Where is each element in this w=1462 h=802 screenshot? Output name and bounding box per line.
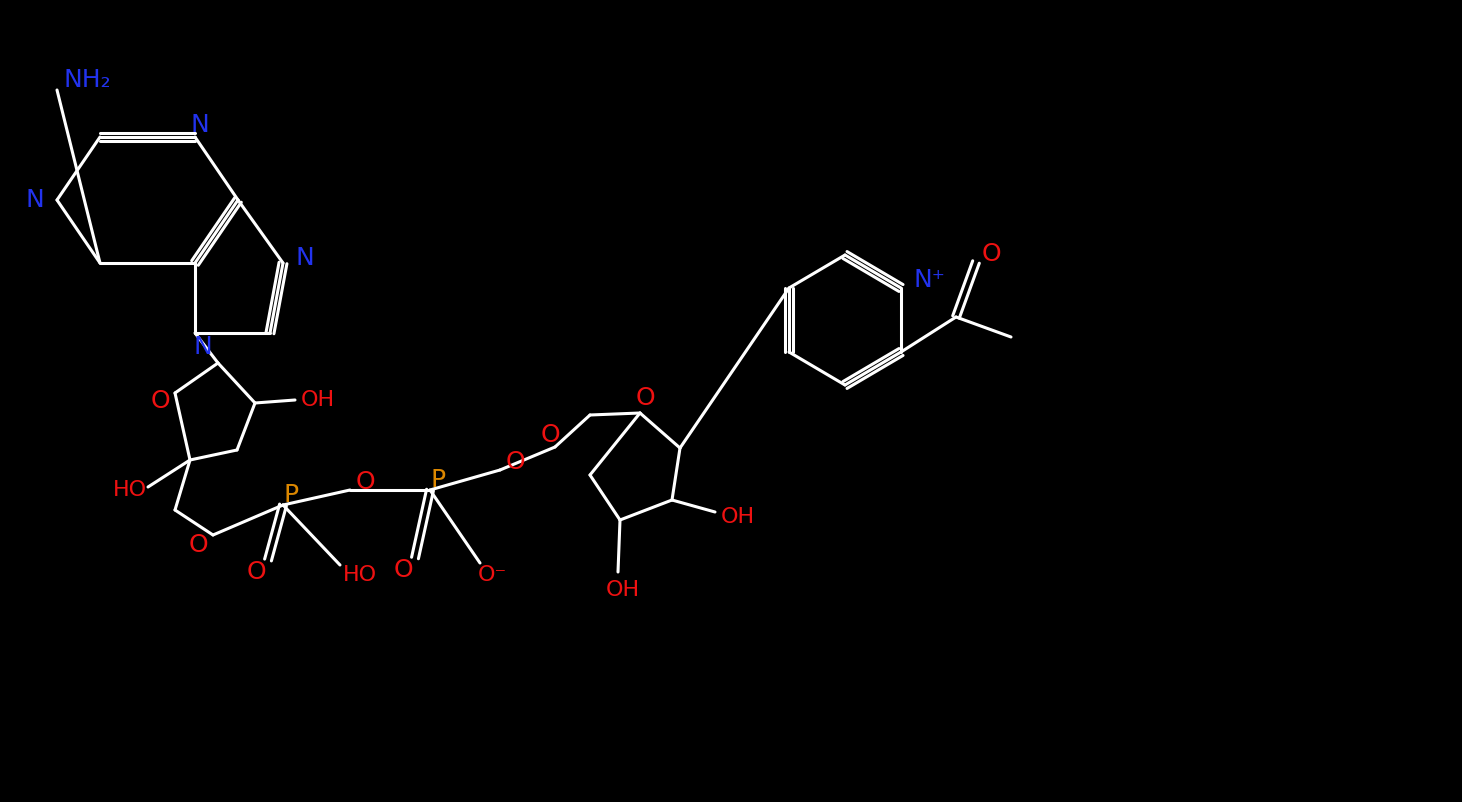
- Text: HO: HO: [113, 480, 148, 500]
- Text: O: O: [981, 242, 1001, 266]
- Text: O: O: [151, 389, 170, 413]
- Text: O: O: [393, 558, 412, 582]
- Text: OH: OH: [301, 390, 335, 410]
- Text: N⁺: N⁺: [914, 268, 944, 292]
- Text: OH: OH: [605, 580, 640, 600]
- Text: O: O: [506, 450, 525, 474]
- Text: HO: HO: [344, 565, 377, 585]
- Text: P: P: [284, 483, 298, 507]
- Text: O: O: [189, 533, 208, 557]
- Text: O: O: [635, 386, 655, 410]
- Text: N: N: [295, 246, 314, 270]
- Text: N: N: [26, 188, 44, 212]
- Text: O⁻: O⁻: [478, 565, 507, 585]
- Text: N: N: [190, 113, 209, 137]
- Text: O: O: [539, 423, 560, 447]
- Text: O: O: [246, 560, 266, 584]
- Text: P: P: [430, 468, 446, 492]
- Text: NH₂: NH₂: [63, 68, 111, 92]
- Text: O: O: [355, 470, 374, 494]
- Text: OH: OH: [721, 507, 754, 527]
- Text: N: N: [193, 335, 212, 359]
